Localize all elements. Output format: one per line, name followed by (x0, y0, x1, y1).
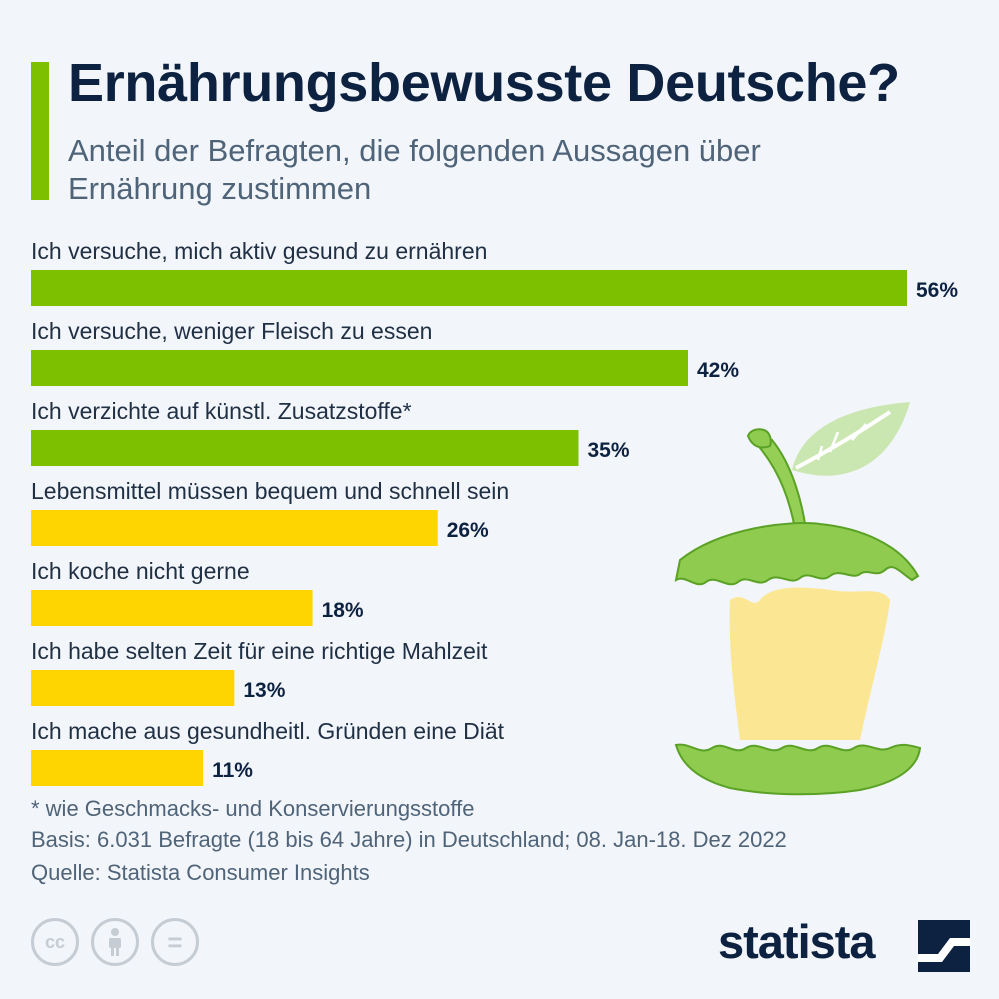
attribution-icon[interactable] (91, 918, 139, 966)
category-label-5: Ich koche nicht gerne (31, 558, 250, 584)
value-label-4: 26% (447, 519, 489, 542)
bar-6[interactable] (31, 670, 235, 706)
value-label-6: 13% (243, 679, 285, 702)
category-label-4: Lebensmittel müssen bequem und schnell s… (31, 478, 509, 504)
bar-4[interactable] (31, 510, 438, 546)
footnote-asterisk: * wie Geschmacks- und Konservierungsstof… (31, 796, 475, 821)
statista-logo-mark (918, 920, 970, 972)
bar-5[interactable] (31, 590, 313, 626)
bar-2[interactable] (31, 350, 688, 386)
page-title: Ernährungsbewusste Deutsche? (68, 53, 900, 113)
value-label-2: 42% (697, 359, 739, 382)
footnote-source: Quelle: Statista Consumer Insights (31, 860, 370, 885)
apple-core-illustration (674, 402, 922, 796)
bar-7[interactable] (31, 750, 204, 786)
creative-commons-icon[interactable]: cc (31, 918, 79, 966)
statista-logo-text: statista (718, 915, 876, 968)
value-label-7: 11% (212, 759, 253, 782)
value-label-3: 35% (588, 439, 630, 462)
page-subtitle: Anteil der Befragten, die folgenden Auss… (68, 133, 761, 206)
statista-logo[interactable]: statista (718, 914, 973, 974)
bars-layer: Ich versuche, mich aktiv gesund zu ernäh… (31, 238, 958, 786)
category-label-2: Ich versuche, weniger Fleisch zu essen (31, 318, 432, 344)
value-label-5: 18% (322, 599, 364, 622)
category-label-1: Ich versuche, mich aktiv gesund zu ernäh… (31, 238, 487, 264)
footnote-basis: Basis: 6.031 Befragte (18 bis 64 Jahre) … (31, 827, 787, 852)
category-label-3: Ich verzichte auf künstl. Zusatzstoffe* (31, 398, 412, 424)
accent-bar (31, 62, 49, 200)
no-derivatives-icon[interactable]: = (151, 918, 199, 966)
category-label-7: Ich mache aus gesundheitl. Gründen eine … (31, 718, 505, 744)
category-label-6: Ich habe selten Zeit für eine richtige M… (31, 638, 488, 664)
bar-3[interactable] (31, 430, 579, 466)
value-label-1: 56% (916, 279, 958, 302)
bar-1[interactable] (31, 270, 907, 306)
license-icons: cc = (31, 918, 211, 974)
